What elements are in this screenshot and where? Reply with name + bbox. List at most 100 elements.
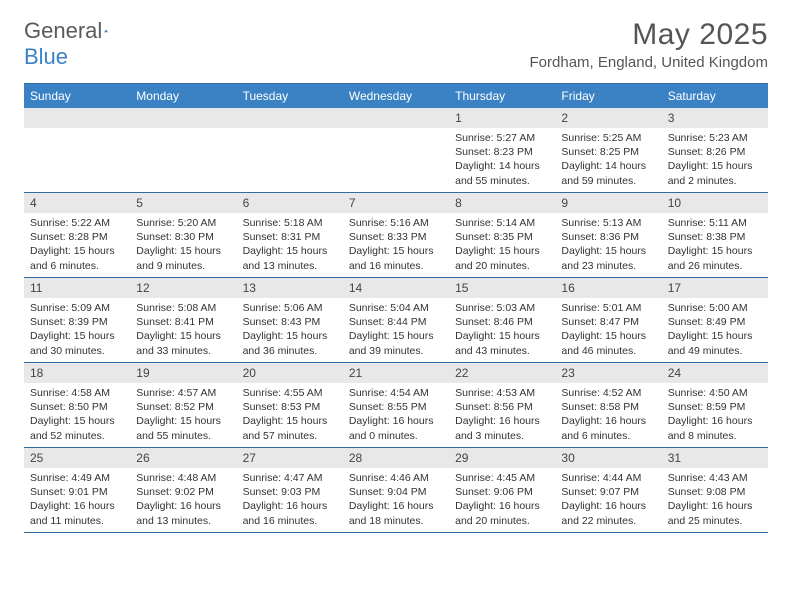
day-cell: 7Sunrise: 5:16 AMSunset: 8:33 PMDaylight… — [343, 193, 449, 277]
sunset: Sunset: 8:38 PM — [668, 230, 762, 244]
daylight-1: Daylight: 16 hours — [349, 414, 443, 428]
sunset: Sunset: 9:02 PM — [136, 485, 230, 499]
day-number: 3 — [662, 108, 768, 128]
day-cell: 23Sunrise: 4:52 AMSunset: 8:58 PMDayligh… — [555, 363, 661, 447]
daylight-1: Daylight: 14 hours — [561, 159, 655, 173]
day-body: Sunrise: 5:16 AMSunset: 8:33 PMDaylight:… — [343, 213, 449, 277]
sunrise: Sunrise: 4:44 AM — [561, 471, 655, 485]
day-number: 21 — [343, 363, 449, 383]
daylight-2: and 8 minutes. — [668, 429, 762, 443]
day-number: 13 — [237, 278, 343, 298]
sunset: Sunset: 8:33 PM — [349, 230, 443, 244]
sunset: Sunset: 9:04 PM — [349, 485, 443, 499]
sunset: Sunset: 8:31 PM — [243, 230, 337, 244]
daylight-2: and 18 minutes. — [349, 514, 443, 528]
logo-triangle-icon — [104, 22, 108, 40]
daylight-1: Daylight: 15 hours — [30, 414, 124, 428]
header: General May 2025 Fordham, England, Unite… — [24, 18, 768, 71]
dow-thursday: Thursday — [449, 84, 555, 108]
calendar: Sunday Monday Tuesday Wednesday Thursday… — [24, 83, 768, 533]
day-number: 10 — [662, 193, 768, 213]
sunset: Sunset: 8:39 PM — [30, 315, 124, 329]
day-cell — [24, 108, 130, 192]
sunset: Sunset: 8:36 PM — [561, 230, 655, 244]
daylight-2: and 59 minutes. — [561, 174, 655, 188]
day-number: 31 — [662, 448, 768, 468]
month-title: May 2025 — [530, 18, 768, 52]
daylight-1: Daylight: 16 hours — [455, 414, 549, 428]
day-number — [130, 108, 236, 128]
sunrise: Sunrise: 5:16 AM — [349, 216, 443, 230]
sunrise: Sunrise: 5:09 AM — [30, 301, 124, 315]
day-cell: 16Sunrise: 5:01 AMSunset: 8:47 PMDayligh… — [555, 278, 661, 362]
day-number: 6 — [237, 193, 343, 213]
day-cell: 14Sunrise: 5:04 AMSunset: 8:44 PMDayligh… — [343, 278, 449, 362]
daylight-2: and 36 minutes. — [243, 344, 337, 358]
day-of-week-row: Sunday Monday Tuesday Wednesday Thursday… — [24, 84, 768, 108]
day-cell: 25Sunrise: 4:49 AMSunset: 9:01 PMDayligh… — [24, 448, 130, 532]
day-body: Sunrise: 4:54 AMSunset: 8:55 PMDaylight:… — [343, 383, 449, 447]
day-body: Sunrise: 5:23 AMSunset: 8:26 PMDaylight:… — [662, 128, 768, 192]
sunset: Sunset: 8:44 PM — [349, 315, 443, 329]
daylight-2: and 33 minutes. — [136, 344, 230, 358]
day-number: 23 — [555, 363, 661, 383]
day-body: Sunrise: 5:08 AMSunset: 8:41 PMDaylight:… — [130, 298, 236, 362]
sunrise: Sunrise: 4:48 AM — [136, 471, 230, 485]
daylight-2: and 55 minutes. — [136, 429, 230, 443]
daylight-1: Daylight: 15 hours — [668, 244, 762, 258]
daylight-2: and 57 minutes. — [243, 429, 337, 443]
day-cell: 31Sunrise: 4:43 AMSunset: 9:08 PMDayligh… — [662, 448, 768, 532]
sunset: Sunset: 8:59 PM — [668, 400, 762, 414]
daylight-1: Daylight: 15 hours — [243, 329, 337, 343]
dow-tuesday: Tuesday — [237, 84, 343, 108]
daylight-2: and 0 minutes. — [349, 429, 443, 443]
daylight-2: and 25 minutes. — [668, 514, 762, 528]
day-number: 22 — [449, 363, 555, 383]
daylight-1: Daylight: 15 hours — [136, 329, 230, 343]
sunrise: Sunrise: 4:53 AM — [455, 386, 549, 400]
sunset: Sunset: 8:23 PM — [455, 145, 549, 159]
dow-sunday: Sunday — [24, 84, 130, 108]
sunset: Sunset: 9:08 PM — [668, 485, 762, 499]
day-number: 25 — [24, 448, 130, 468]
title-block: May 2025 Fordham, England, United Kingdo… — [530, 18, 768, 71]
daylight-2: and 2 minutes. — [668, 174, 762, 188]
daylight-2: and 20 minutes. — [455, 259, 549, 273]
daylight-2: and 26 minutes. — [668, 259, 762, 273]
sunrise: Sunrise: 4:54 AM — [349, 386, 443, 400]
sunset: Sunset: 8:49 PM — [668, 315, 762, 329]
day-number: 17 — [662, 278, 768, 298]
day-cell: 27Sunrise: 4:47 AMSunset: 9:03 PMDayligh… — [237, 448, 343, 532]
sunrise: Sunrise: 4:55 AM — [243, 386, 337, 400]
sunset: Sunset: 9:01 PM — [30, 485, 124, 499]
day-number: 7 — [343, 193, 449, 213]
day-body: Sunrise: 5:00 AMSunset: 8:49 PMDaylight:… — [662, 298, 768, 362]
daylight-1: Daylight: 15 hours — [349, 244, 443, 258]
daylight-1: Daylight: 16 hours — [455, 499, 549, 513]
day-number: 24 — [662, 363, 768, 383]
daylight-2: and 16 minutes. — [243, 514, 337, 528]
day-body: Sunrise: 5:09 AMSunset: 8:39 PMDaylight:… — [24, 298, 130, 362]
day-number: 9 — [555, 193, 661, 213]
sunset: Sunset: 8:30 PM — [136, 230, 230, 244]
sunset: Sunset: 9:07 PM — [561, 485, 655, 499]
day-body: Sunrise: 5:25 AMSunset: 8:25 PMDaylight:… — [555, 128, 661, 192]
day-number: 4 — [24, 193, 130, 213]
daylight-1: Daylight: 15 hours — [668, 159, 762, 173]
sunrise: Sunrise: 5:18 AM — [243, 216, 337, 230]
day-body: Sunrise: 5:14 AMSunset: 8:35 PMDaylight:… — [449, 213, 555, 277]
day-cell: 19Sunrise: 4:57 AMSunset: 8:52 PMDayligh… — [130, 363, 236, 447]
week-row: 25Sunrise: 4:49 AMSunset: 9:01 PMDayligh… — [24, 448, 768, 533]
day-body: Sunrise: 4:49 AMSunset: 9:01 PMDaylight:… — [24, 468, 130, 532]
week-row: 18Sunrise: 4:58 AMSunset: 8:50 PMDayligh… — [24, 363, 768, 448]
day-body: Sunrise: 4:45 AMSunset: 9:06 PMDaylight:… — [449, 468, 555, 532]
sunset: Sunset: 8:41 PM — [136, 315, 230, 329]
daylight-1: Daylight: 15 hours — [243, 414, 337, 428]
day-number: 15 — [449, 278, 555, 298]
day-cell: 28Sunrise: 4:46 AMSunset: 9:04 PMDayligh… — [343, 448, 449, 532]
daylight-2: and 39 minutes. — [349, 344, 443, 358]
day-body: Sunrise: 4:52 AMSunset: 8:58 PMDaylight:… — [555, 383, 661, 447]
daylight-1: Daylight: 16 hours — [668, 414, 762, 428]
daylight-2: and 20 minutes. — [455, 514, 549, 528]
week-row: 11Sunrise: 5:09 AMSunset: 8:39 PMDayligh… — [24, 278, 768, 363]
